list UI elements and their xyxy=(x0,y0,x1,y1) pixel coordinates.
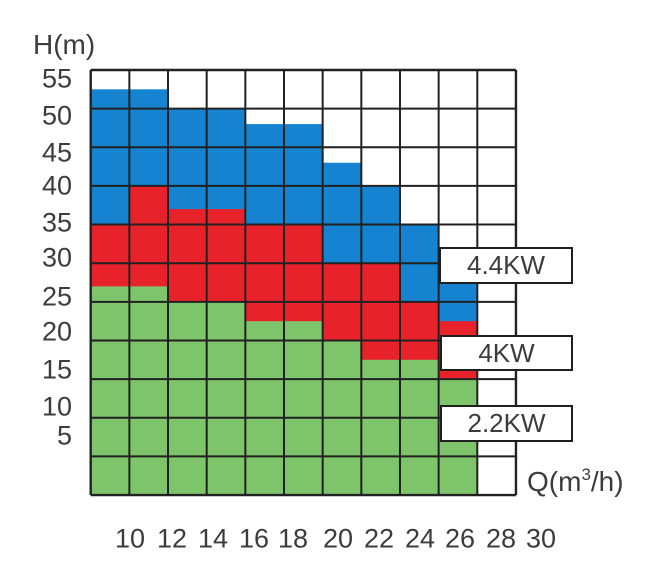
x-tick-label: 16 xyxy=(238,523,270,554)
x-axis-title-prefix: Q(m xyxy=(527,466,582,497)
x-tick-label: 24 xyxy=(404,523,436,554)
band-segment-2.2KW xyxy=(361,359,400,496)
y-tick-label: 25 xyxy=(41,281,72,312)
band-segment-2.2KW xyxy=(206,301,246,496)
band-segment-2.2KW xyxy=(399,359,439,496)
x-tick-label: 12 xyxy=(156,523,188,554)
x-tick-label: 30 xyxy=(525,523,557,554)
band-segment-2.2KW xyxy=(284,321,323,496)
x-axis-title-superscript: 3 xyxy=(581,465,591,484)
power-label: 2.2KW xyxy=(467,408,546,438)
x-tick-label: 28 xyxy=(485,523,517,554)
band-segment-2.2KW xyxy=(245,321,284,496)
power-label-box: 2.2KW xyxy=(440,405,573,442)
y-tick-label: 35 xyxy=(41,207,72,238)
y-tick-label: 30 xyxy=(41,242,72,273)
x-tick-label: 20 xyxy=(322,523,354,554)
x-axis-title-suffix: /h) xyxy=(590,466,624,497)
power-label: 4.4KW xyxy=(466,250,546,280)
x-tick-label: 26 xyxy=(444,523,476,554)
y-axis-title: H(m) xyxy=(33,29,96,60)
y-tick-label: 20 xyxy=(41,316,72,347)
y-tick-label: 55 xyxy=(41,63,72,94)
x-tick-label: 22 xyxy=(363,523,395,554)
y-tick-label: 10 xyxy=(41,391,72,422)
power-label: 4KW xyxy=(478,337,535,368)
x-tick-label: 10 xyxy=(114,523,146,554)
y-tick-label: 5 xyxy=(56,420,72,451)
power-label-box: 4KW xyxy=(440,335,573,371)
x-tick-label: 18 xyxy=(277,523,309,554)
band-segment-2.2KW xyxy=(90,286,130,496)
x-tick-label: 14 xyxy=(197,523,229,554)
y-tick-label: 45 xyxy=(41,137,72,168)
y-tick-label: 15 xyxy=(41,354,72,385)
band-segment-2.2KW xyxy=(129,286,169,496)
y-tick-label: 50 xyxy=(41,100,72,131)
y-tick-label: 40 xyxy=(41,170,72,201)
x-axis-title: Q(m3/h) xyxy=(527,465,624,498)
band-segment-2.2KW xyxy=(168,301,207,496)
power-label-box: 4.4KW xyxy=(439,247,573,284)
